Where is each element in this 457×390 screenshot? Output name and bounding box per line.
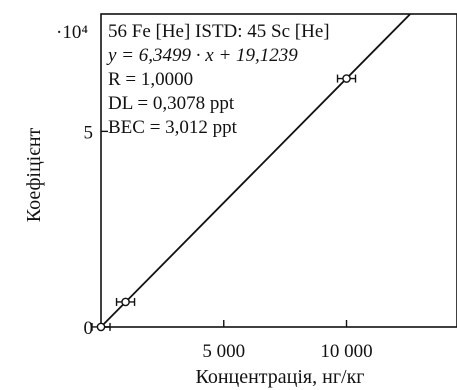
x-tick-label: 10 000 bbox=[320, 341, 372, 362]
annotation-dl: DL = 0,3078 ppt bbox=[108, 93, 235, 114]
plot-frame bbox=[100, 13, 457, 328]
x-axis-label: Концентрація, нг/кг bbox=[195, 366, 364, 388]
fit-line-layer bbox=[100, 13, 411, 328]
annotation-r: R = 1,0000 bbox=[108, 69, 193, 90]
y-tick-label: 5 bbox=[84, 122, 94, 143]
data-point bbox=[91, 322, 111, 332]
data-point bbox=[115, 297, 136, 307]
x-tick-label: 5 000 bbox=[202, 341, 245, 362]
y-tick-label: 0 bbox=[84, 318, 94, 339]
annotation-bec: BEC = 3,012 ppt bbox=[108, 117, 238, 138]
data-points-layer bbox=[91, 74, 357, 332]
ticks-layer: 5 000 10 000 0 5 bbox=[84, 122, 373, 362]
annotation-method: 56 Fe [He] ISTD: 45 Sc [He] bbox=[108, 21, 330, 42]
fit-line bbox=[100, 13, 411, 328]
y-multiplier-label: ·10⁴ bbox=[56, 22, 88, 43]
data-point bbox=[336, 74, 357, 83]
annotation-equation: y = 6,3499 · x + 19,1239 bbox=[106, 45, 298, 66]
y-axis-label: Коефіцієнт bbox=[23, 127, 45, 222]
